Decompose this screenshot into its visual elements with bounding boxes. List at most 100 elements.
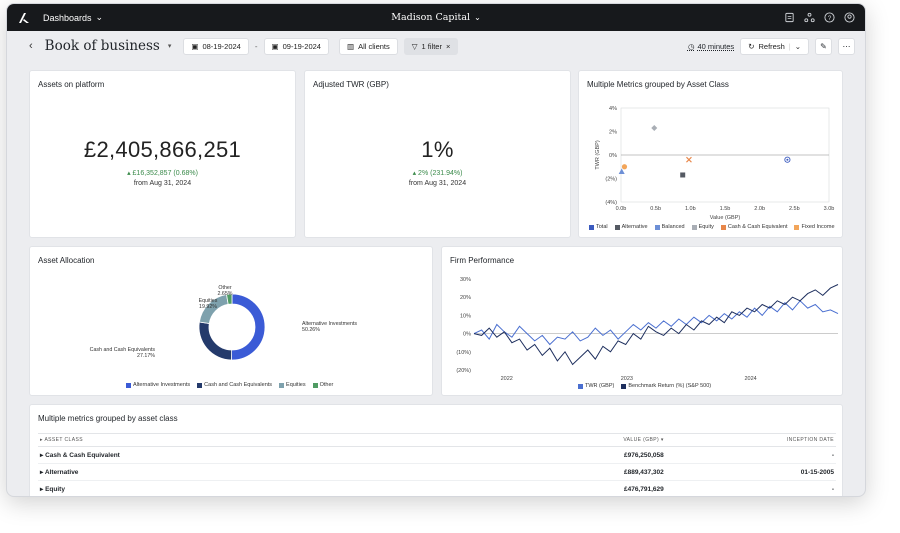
table-row[interactable]: ▸ Cash & Cash Equivalent £976,250,058 - <box>38 446 836 464</box>
twr-card-title: Adjusted TWR (GBP) <box>313 80 389 89</box>
edit-button[interactable]: ✎ <box>815 37 832 55</box>
sort-desc-icon: ▾ <box>659 437 664 443</box>
y-tick-label: 30% <box>460 277 471 283</box>
legend-item[interactable]: Cash & Cash Equivalent <box>720 224 788 230</box>
more-options-button[interactable]: ⋯ <box>838 37 855 55</box>
legend-item[interactable]: Equities <box>279 382 306 388</box>
calendar-icon: ▣ <box>191 41 199 51</box>
scatter-point-balanced <box>618 168 625 174</box>
assets-value: £2,405,866,251 <box>83 137 242 162</box>
legend-item[interactable]: Benchmark Return (%) (S&P 500) <box>621 383 711 389</box>
expand-icon[interactable]: ▸ <box>40 452 46 459</box>
asset-class-name: Alternative <box>44 469 79 476</box>
legend-item[interactable]: Total <box>589 224 608 230</box>
performance-line-chart: 30% 20% 10% 0% (10%) (20%) 2022 2023 2024 <box>456 277 839 382</box>
donut-slice <box>231 293 266 361</box>
arrow-up-icon: ▴ <box>412 170 417 177</box>
end-date-picker[interactable]: ▣ 09-19-2024 <box>263 37 329 55</box>
top-nav-bar: Dashboards ⌄ Madison Capital ⌄ ? <box>7 4 865 31</box>
legend-item[interactable]: Alternative <box>614 224 648 230</box>
x-tick-label: 0.5b <box>650 206 661 212</box>
performance-card-title: Firm Performance <box>450 256 515 265</box>
share-icon[interactable] <box>804 12 815 23</box>
firm-name: Madison Capital <box>391 12 471 23</box>
scatter-card: Multiple Metrics grouped by Asset Class … <box>578 70 843 238</box>
x-tick-label: 2023 <box>621 376 633 382</box>
legend-item[interactable]: Fixed Income <box>794 224 835 230</box>
legend-item[interactable]: Equity <box>691 224 714 230</box>
legend-item[interactable]: Other <box>312 382 333 388</box>
scatter-point-equity <box>651 124 658 131</box>
slice-label: Alternative Investments <box>302 321 357 327</box>
export-icon[interactable] <box>784 12 795 23</box>
slice-value-label: 2.65% <box>217 291 232 297</box>
legend-item[interactable]: Alternative Investments <box>126 382 190 388</box>
slice-label: Cash and Cash Equivalents <box>90 347 156 353</box>
inception-date: 01-15-2005 <box>665 463 836 481</box>
date-range-separator: - <box>254 41 258 51</box>
table-header-row: ▸ ASSET CLASS VALUE (GBP) ▾ INCEPTION DA… <box>38 433 836 447</box>
column-header-value[interactable]: VALUE (GBP) ▾ <box>518 433 666 447</box>
legend-item[interactable]: TWR (GBP) <box>578 383 614 389</box>
chevron-down-icon[interactable]: ▾ <box>167 43 172 50</box>
scatter-legend: Total Alternative Balanced Equity Cash & Cas… <box>589 224 835 230</box>
allocation-card-title: Asset Allocation <box>38 256 95 265</box>
x-tick-label: 1.5b <box>720 206 731 212</box>
slice-value-label: 50.26% <box>302 327 320 333</box>
start-date-picker[interactable]: ▣ 08-19-2024 <box>183 37 249 55</box>
refresh-interval-value: 40 minutes <box>697 41 735 51</box>
legend-swatch <box>197 382 203 388</box>
legend-label: Cash & Cash Equivalent <box>727 224 788 230</box>
table-row[interactable]: ▸ Alternative £889,437,302 01-15-2005 <box>38 463 836 481</box>
y-tick-label: 2% <box>609 130 617 136</box>
dashboard-toolbar: ‹ Book of business ▾ ▣ 08-19-2024 - ▣ 09… <box>7 31 865 61</box>
filter-chip[interactable]: ▽ 1 filter × <box>403 37 459 55</box>
legend-item[interactable]: Cash and Cash Equivalents <box>197 382 272 388</box>
table-row[interactable]: ▸ Equity £476,791,629 - <box>38 480 836 496</box>
twr-delta: 2% (231.94%) <box>418 170 463 177</box>
column-header-asset-class[interactable]: ▸ ASSET CLASS <box>38 433 518 447</box>
expand-icon[interactable]: ▸ <box>40 469 45 476</box>
clients-selector[interactable]: ▥ All clients <box>338 37 398 55</box>
twr-from: from Aug 31, 2024 <box>408 180 467 187</box>
legend-swatch <box>589 224 594 230</box>
firm-switcher[interactable]: Madison Capital ⌄ <box>391 12 481 23</box>
legend-swatch <box>126 382 131 388</box>
x-tick-label: 1.0b <box>685 206 696 212</box>
scatter-chart: 4% 2% 0% (2%) (4%)0.0b 0.5b 1.0b 1.5b 2.0b 2.5b 3.… <box>595 106 834 221</box>
back-icon[interactable]: ‹ <box>29 40 33 52</box>
twr-series-line <box>473 300 839 346</box>
allocation-legend: Alternative Investments Cash and Cash Equ… <box>126 382 333 388</box>
user-icon[interactable] <box>844 12 855 23</box>
dashboards-menu[interactable]: Dashboards ⌄ <box>43 12 103 23</box>
pencil-icon: ✎ <box>820 41 827 51</box>
y-tick-label: (20%) <box>456 368 471 374</box>
refresh-button[interactable]: ↻ Refresh | ⌄ <box>740 37 809 55</box>
help-icon[interactable]: ? <box>824 12 835 23</box>
chevron-down-icon: ⌄ <box>95 12 104 22</box>
y-tick-label: 10% <box>460 313 471 319</box>
legend-item[interactable]: Balanced <box>654 224 685 230</box>
refresh-label: Refresh <box>758 41 785 51</box>
expand-icon[interactable]: ▸ <box>40 486 46 493</box>
scatter-point-alternative <box>680 172 686 178</box>
slice-label: Equities <box>199 298 218 304</box>
start-date-value: 08-19-2024 <box>202 41 241 51</box>
column-header-label: VALUE (GBP) <box>623 437 660 443</box>
column-header-inception[interactable]: INCEPTION DATE <box>665 433 836 447</box>
chevron-down-icon[interactable]: ⌄ <box>794 41 801 51</box>
close-icon[interactable]: × <box>445 41 451 51</box>
benchmark-series-line <box>473 284 839 366</box>
assets-delta: £16,352,857 (0.68%) <box>132 170 198 177</box>
scatter-point-cash <box>686 156 692 163</box>
legend-label: Balanced <box>661 224 685 230</box>
assets-from: from Aug 31, 2024 <box>133 180 192 187</box>
x-tick-label: 2022 <box>501 376 513 382</box>
x-tick-label: 2024 <box>745 376 757 382</box>
clock-icon: ◷ <box>687 41 695 51</box>
performance-card: Firm Performance 30% 20% 10% 0% (10%) (20%) 20… <box>441 246 843 396</box>
refresh-interval[interactable]: ◷ 40 minutes <box>688 42 734 51</box>
legend-swatch <box>614 224 620 230</box>
inception-date: - <box>665 446 836 464</box>
